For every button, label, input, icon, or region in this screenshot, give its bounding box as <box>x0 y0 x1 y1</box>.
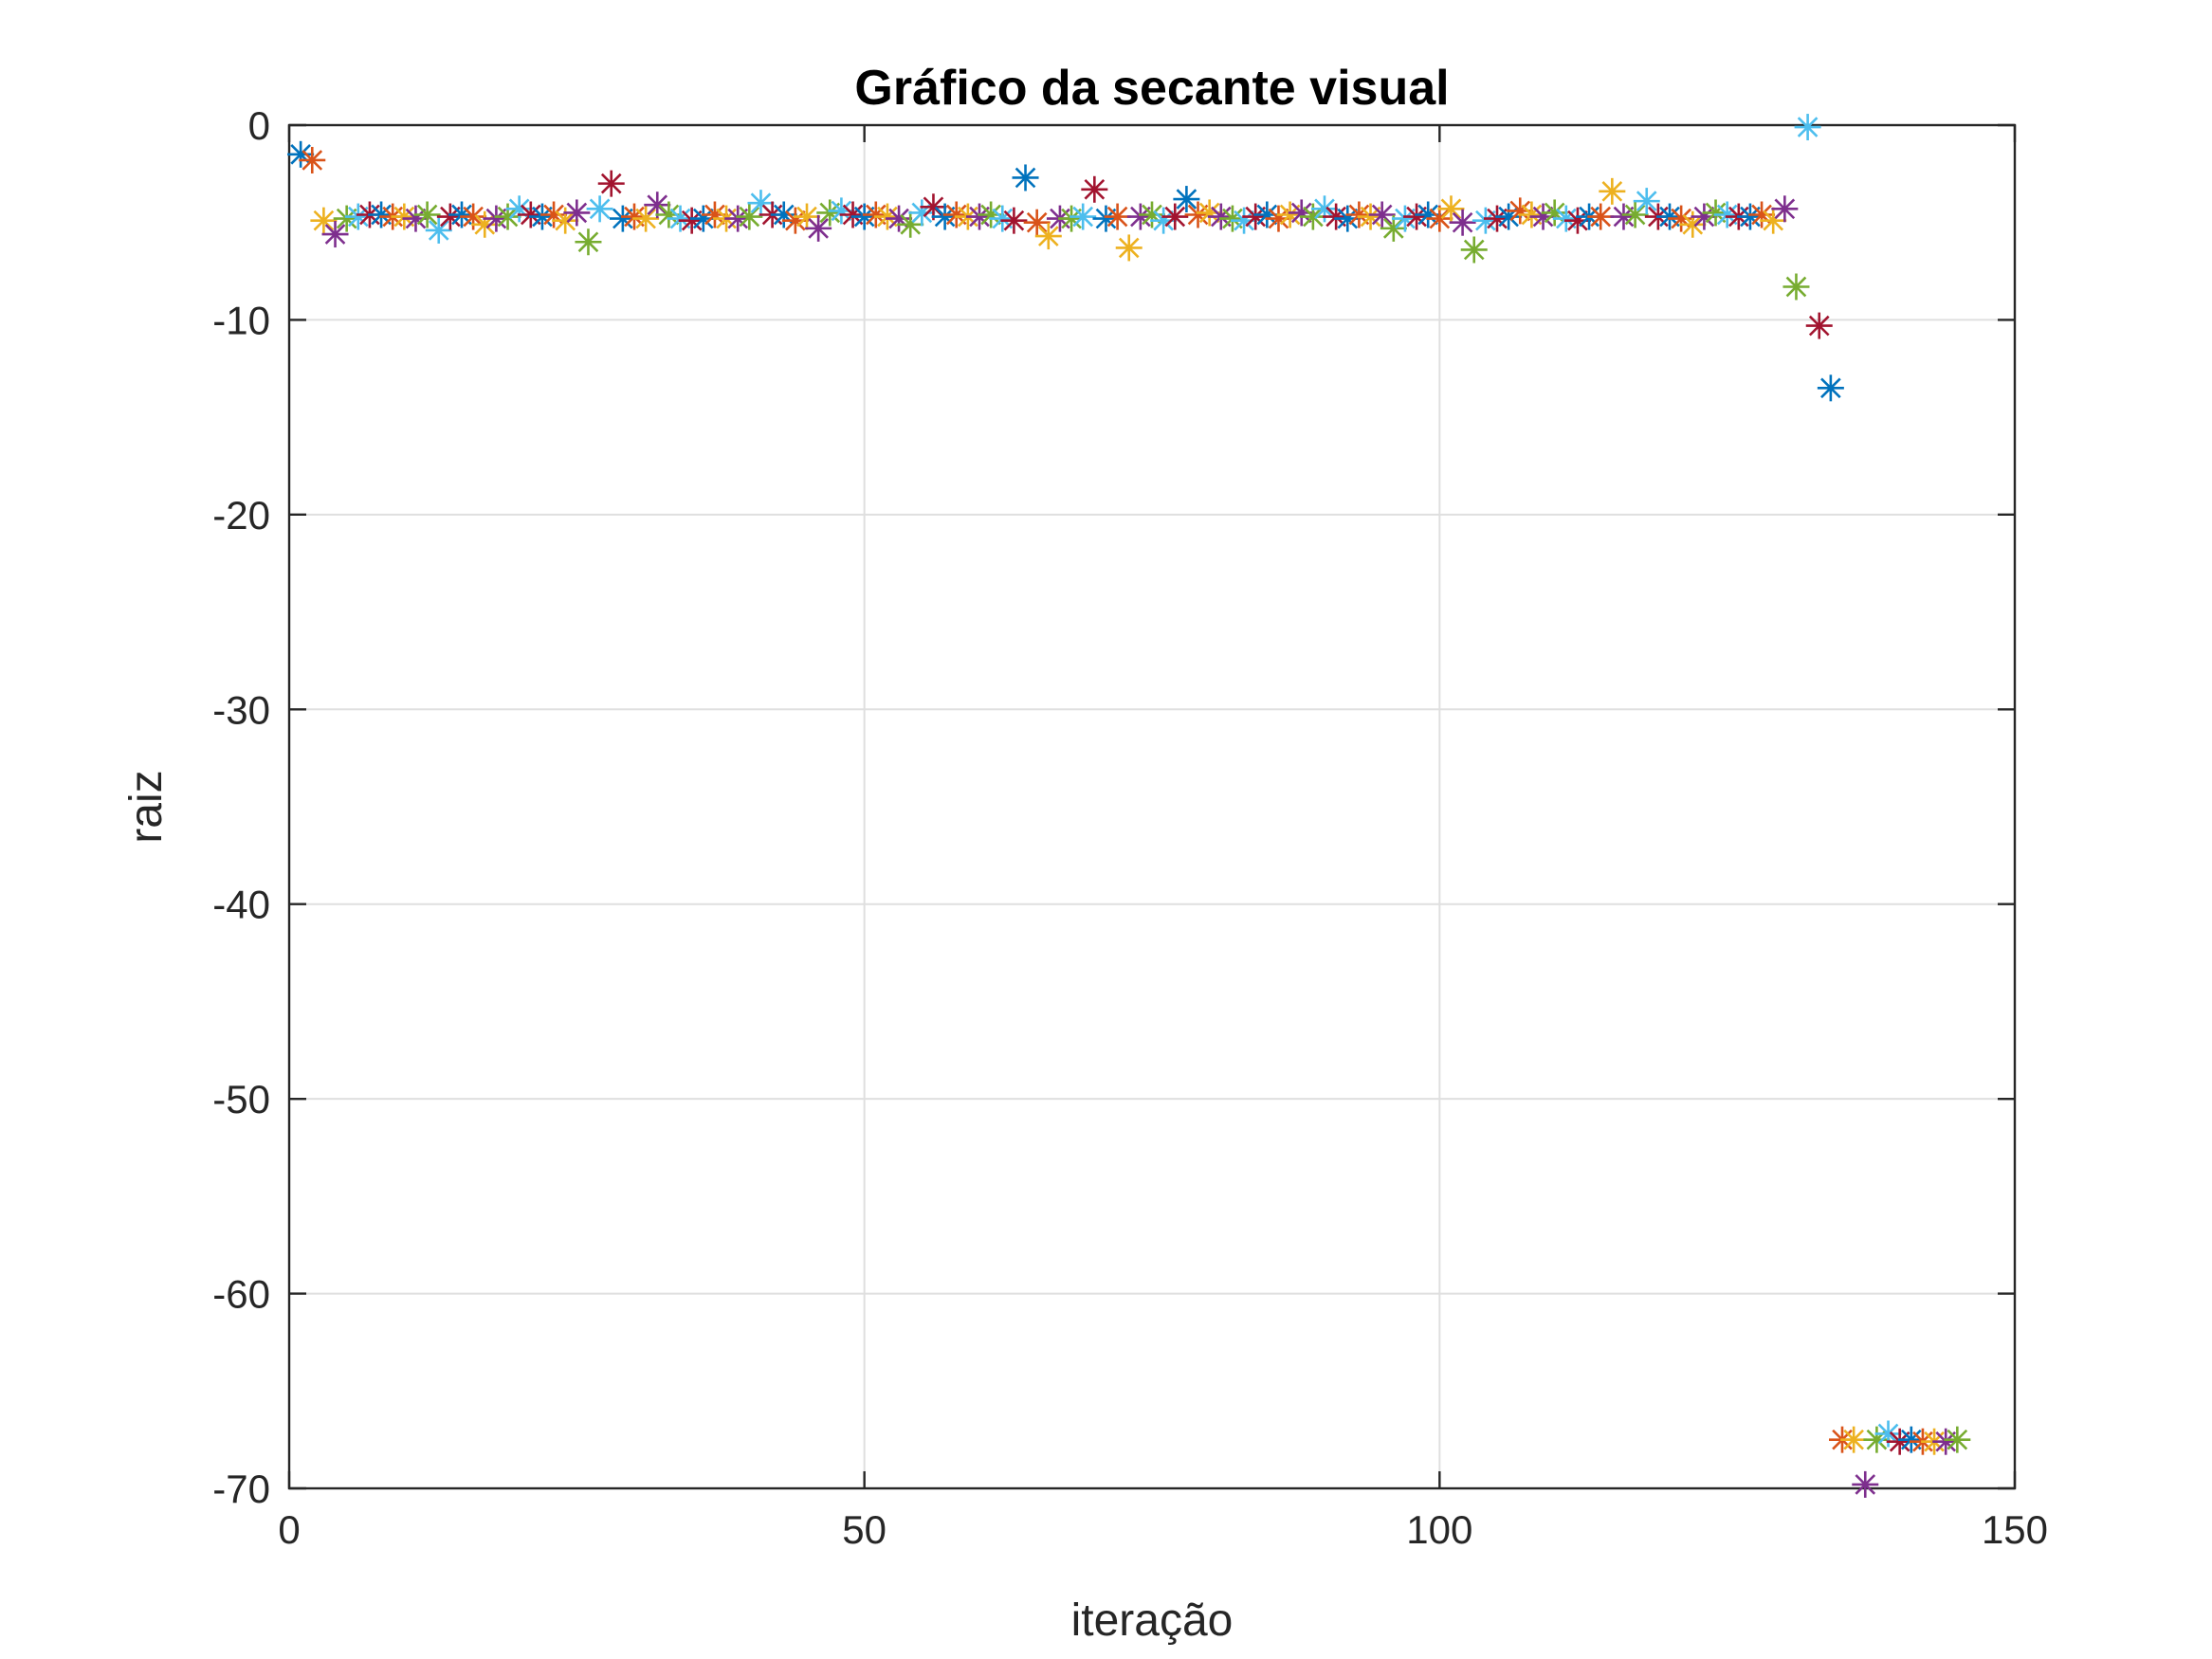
data-point <box>1173 186 1200 213</box>
data-point <box>1587 203 1615 230</box>
data-point <box>1023 209 1051 236</box>
axes-frame <box>287 123 2017 1490</box>
data-point <box>781 207 809 234</box>
grid <box>289 125 2015 1488</box>
data-point <box>1771 195 1799 223</box>
data-point <box>805 214 832 242</box>
x-axis-label: iteração <box>1071 1595 1234 1646</box>
data-point <box>425 216 452 244</box>
data-markers <box>287 114 1971 1498</box>
data-point <box>563 199 591 227</box>
y-tick-label: 0 <box>248 103 270 148</box>
data-point <box>1426 205 1453 232</box>
data-point <box>1069 203 1097 230</box>
x-tick-label: 50 <box>842 1507 887 1552</box>
data-point <box>828 197 855 225</box>
data-point <box>1633 188 1660 215</box>
data-point <box>689 205 717 232</box>
data-point <box>1012 164 1039 191</box>
y-tick-label: -20 <box>212 493 270 538</box>
data-point <box>413 201 441 228</box>
data-point <box>575 228 602 256</box>
tick-labels: 0 50 100 150 0 -10 -20 -30 -40 -50 -60 -70 <box>212 103 2048 1552</box>
data-point <box>1794 114 1821 141</box>
data-point <box>1484 205 1510 232</box>
y-tick-label: -50 <box>212 1077 270 1121</box>
data-point <box>1679 210 1707 238</box>
data-point <box>897 210 924 238</box>
data-point <box>1817 374 1844 402</box>
y-tick-label: -40 <box>212 883 270 927</box>
y-tick-label: -70 <box>212 1467 270 1511</box>
data-point <box>1034 223 1062 250</box>
x-tick-label: 150 <box>1982 1507 2048 1552</box>
data-point <box>1782 273 1810 301</box>
data-point <box>299 146 326 173</box>
data-point <box>1944 1426 1971 1453</box>
data-point <box>321 221 349 248</box>
data-point <box>1460 236 1488 264</box>
y-tick-label: -10 <box>212 298 270 342</box>
data-point <box>1161 203 1189 230</box>
y-tick-label: -60 <box>212 1272 270 1317</box>
data-point <box>1621 201 1649 228</box>
data-point <box>1805 312 1833 339</box>
data-point <box>1000 207 1028 234</box>
data-point <box>736 203 763 230</box>
y-tick-label: -30 <box>212 687 270 732</box>
data-point <box>1196 199 1223 227</box>
data-point <box>1449 209 1476 236</box>
chart-title: Gráfico da secante visual <box>854 61 1449 116</box>
data-point <box>1852 1470 1879 1498</box>
data-point <box>1311 195 1338 223</box>
data-point <box>1840 1426 1868 1453</box>
data-point <box>1081 175 1108 203</box>
data-point <box>632 205 660 232</box>
data-point <box>1265 205 1292 232</box>
data-point <box>597 170 625 197</box>
data-point <box>586 195 613 223</box>
y-axis-label: raiz <box>121 770 172 843</box>
x-tick-label: 0 <box>278 1507 300 1552</box>
data-point <box>1104 203 1131 230</box>
data-point <box>1150 207 1178 234</box>
data-point <box>310 207 338 234</box>
data-point <box>494 203 521 230</box>
plot-area <box>289 125 2015 1488</box>
data-point <box>1437 195 1465 223</box>
data-point <box>1115 234 1143 262</box>
data-point <box>1599 177 1626 205</box>
x-tick-label: 100 <box>1406 1507 1472 1552</box>
data-point <box>1368 201 1396 228</box>
